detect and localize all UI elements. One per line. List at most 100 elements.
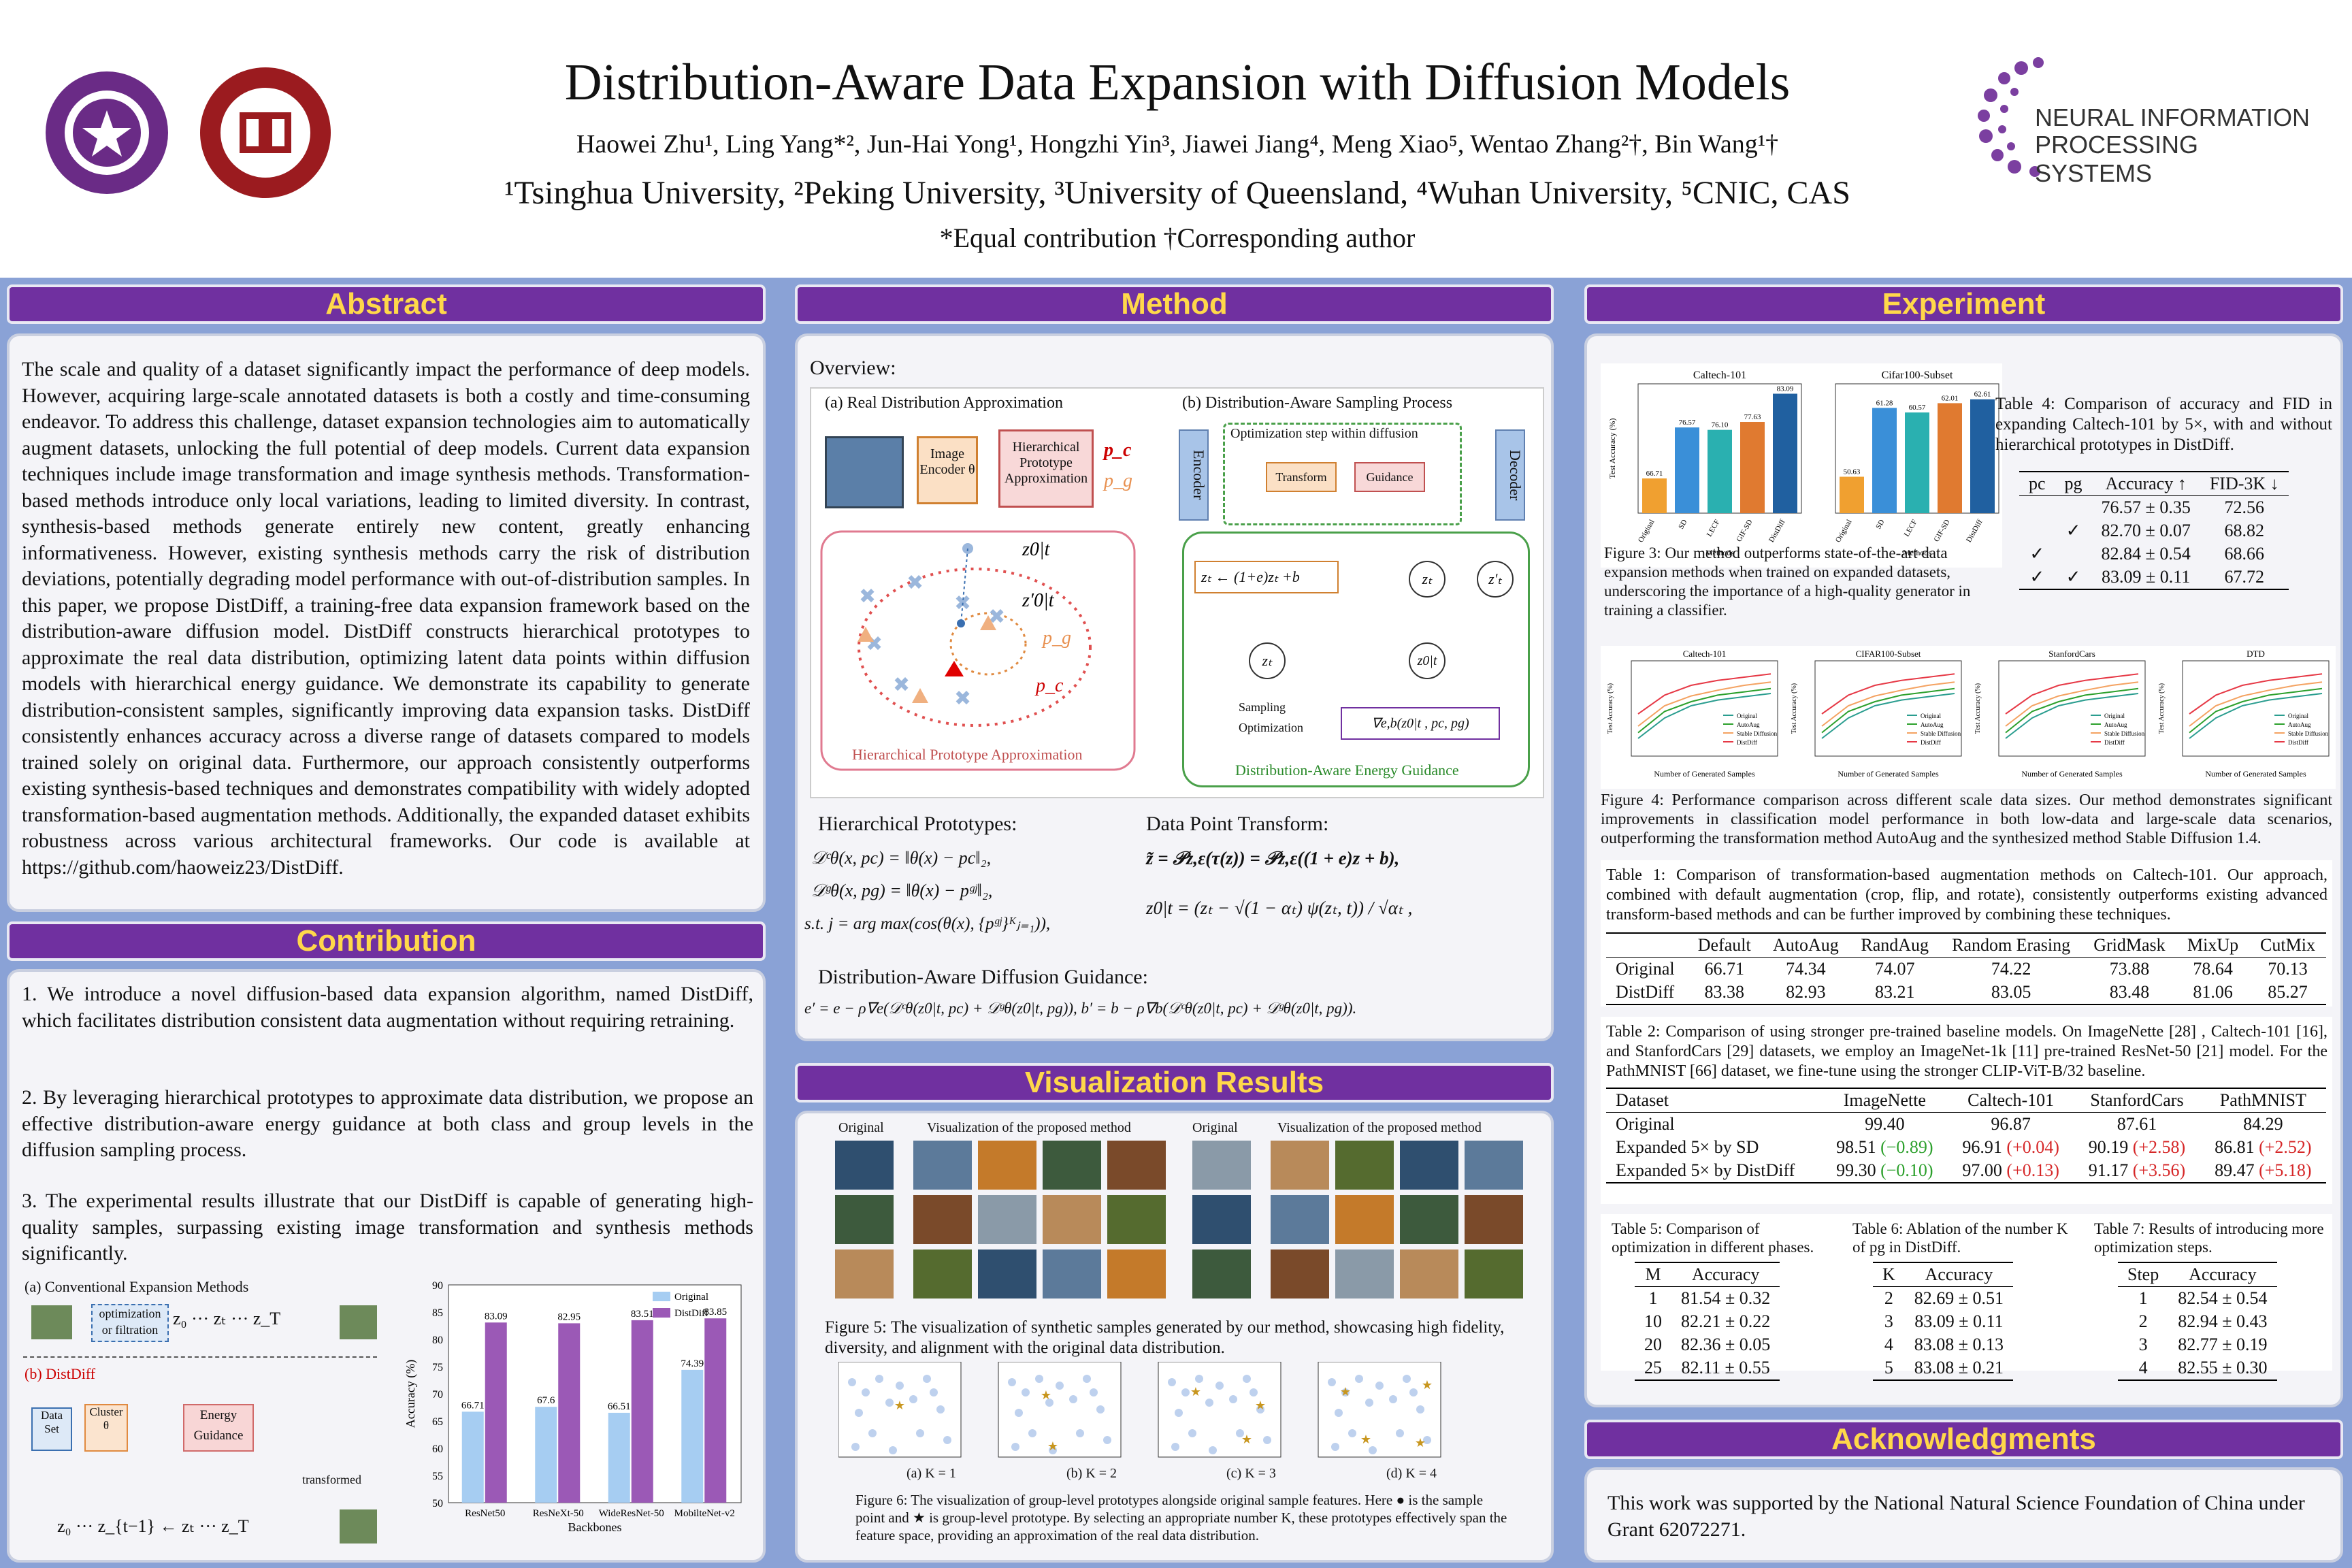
prototype-star: ★ [1241, 1433, 1252, 1446]
contribution-item-2: 2. By leveraging hierarchical prototypes… [22, 1086, 753, 1161]
sample-image [1335, 1195, 1394, 1244]
cell-delta: (−0.10) [1876, 1160, 1933, 1180]
sample-image [1043, 1250, 1101, 1298]
y-tick-label: 75 [432, 1362, 443, 1373]
data-label: 61.28 [1876, 399, 1893, 407]
sample-point [1375, 1382, 1384, 1390]
contribution-item-1: 1. We introduce a novel diffusion-based … [22, 983, 753, 1032]
cell-delta: (+2.58) [2128, 1137, 2186, 1157]
table-cell [2055, 496, 2092, 520]
table-row: ✓ 82.70 ± 0.07 68.82 [2019, 519, 2289, 542]
series-line [2189, 681, 2323, 727]
legend-label: Stable Diffusion [1921, 730, 1961, 737]
series-line [1821, 681, 1955, 727]
data-label: 83.09 [485, 1311, 508, 1322]
table-cell: 96.87 [1948, 1113, 2074, 1137]
sample-point [1396, 1429, 1404, 1437]
optimization-legend: Optimization [1239, 721, 1303, 734]
sample-point [916, 1429, 924, 1437]
table2: Dataset ImageNette Caltech-101 StanfordCars… [1606, 1088, 2326, 1183]
x-axis-label: Methods [1903, 548, 1931, 557]
sample-image [913, 1250, 972, 1298]
encoder-block: Encoder [1179, 429, 1209, 521]
table-cell: 20 [1644, 1335, 1662, 1354]
table-cell: 3 [1884, 1311, 1893, 1331]
table-cell: 78.64 [2193, 959, 2233, 979]
row-label: Original [1616, 1114, 1675, 1134]
sample-point [936, 1405, 945, 1414]
sample-point [943, 1436, 951, 1444]
cell-value: 89.47 [2215, 1160, 2255, 1180]
table-cell: 83.21 [1874, 982, 1915, 1002]
table-cell: 72.56 [2224, 497, 2265, 517]
sample-point [1341, 1388, 1350, 1396]
fig-b-chain: z₀ ··· z_{t−1} ← zₜ ··· z_T [57, 1516, 249, 1536]
legend-label: DistDiff [674, 1308, 708, 1319]
chart-title: Caltech-101 [1693, 370, 1746, 381]
legend-label: Stable Diffusion [2104, 730, 2145, 737]
column-header: ImageNette [1821, 1088, 1948, 1113]
table-cell: 82.70 ± 0.07 [2101, 521, 2191, 540]
sample-point [1181, 1388, 1190, 1396]
neurips-logo-line2: PROCESSING SYSTEMS [2035, 131, 2199, 187]
sample-point [909, 1395, 917, 1403]
sample-image [835, 1250, 894, 1298]
series-line [1637, 693, 1771, 739]
cell-value: 90.19 [2088, 1137, 2129, 1157]
prototype-star: ★ [1190, 1385, 1201, 1399]
opt-step-label: Optimization step within diffusion [1230, 426, 1418, 441]
acknowledgments-text: This work was supported by the National … [1607, 1492, 2305, 1541]
sample-image [1335, 1250, 1394, 1298]
sample-point [1423, 1436, 1431, 1444]
x-axis-label: Methods [1705, 548, 1734, 557]
table-cell: 98.51 (−0.89) [1822, 1136, 1948, 1159]
table-cell: 82.54 ± 0.54 [2178, 1288, 2268, 1308]
conventional-chain: z₀ ··· zₜ ··· z_T [173, 1309, 281, 1328]
table-cell: 87.61 [2074, 1113, 2200, 1137]
y-axis-label: Accuracy (%) [404, 1360, 418, 1428]
method-overview-figure: (a) Real Distribution Approximation (b) … [810, 387, 1544, 798]
table-cell: 83.09 ± 0.11 [2102, 567, 2191, 587]
sample-point [1328, 1378, 1336, 1386]
table-cell [2019, 519, 2055, 542]
backbone-accuracy-chart: 50 55 60 65 70 75 80 85 90 66.71 83.09 ResNet50 67.6… [401, 1271, 755, 1557]
table-row: Original 66.71 74.34 74.07 74.22 73.88 78.64 70… [1606, 958, 2326, 981]
contribution-panel: 1. We introduce a novel diffusion-based … [7, 969, 766, 1563]
hier-proto-title: Hierarchical Prototypes: [818, 813, 1017, 835]
sample-image [1107, 1141, 1166, 1190]
table-row: ✓ ✓ 83.09 ± 0.11 67.72 [2019, 566, 2289, 589]
svg-text:p_c: p_c [1034, 675, 1064, 696]
table-cell: 86.81 (+2.52) [2200, 1136, 2326, 1159]
column-header: K [1873, 1262, 1905, 1287]
neurips-logo-line1: NEURAL INFORMATION [2035, 103, 2310, 131]
table-cell: 5 [1884, 1358, 1893, 1377]
fig4-data-scale-chart: Caltech-101 Original AutoAug Stable Diffusi… [1601, 646, 2336, 789]
sample-point [1205, 1399, 1213, 1407]
sample-point [1045, 1399, 1054, 1407]
legend-label: AutoAug [2104, 721, 2127, 728]
bar [1708, 429, 1732, 513]
table4: pc pg Accuracy ↑ FID-3K ↓ 76.57 ± 0.35 72.56 ✓… [2019, 471, 2289, 590]
page-title: Distribution-Aware Data Expansion with D… [564, 54, 1791, 111]
bar-original [461, 1411, 484, 1503]
fig-b-label: (b) DistDiff [24, 1365, 96, 1382]
table-row: 3 82.77 ± 0.19 [2118, 1333, 2277, 1356]
table1-caption: Table 1: Comparison of transformation-ba… [1606, 866, 2328, 924]
sample-point [1171, 1443, 1179, 1451]
table-row: 2 82.69 ± 0.51 [1873, 1287, 2013, 1311]
table-cell: 67.72 [2224, 567, 2265, 587]
data-label: 66.71 [1646, 470, 1663, 478]
table-header-row: Default AutoAug RandAug Random Erasing GridM… [1606, 933, 2326, 958]
table-cell: 91.17 (+3.56) [2074, 1159, 2200, 1183]
table-cell: 74.22 [1991, 959, 2031, 979]
x-tick-label: Original [1637, 519, 1656, 544]
sample-image [913, 1141, 972, 1190]
table-cell: 83.08 ± 0.21 [1914, 1358, 2004, 1377]
legend-label: Original [2288, 713, 2308, 719]
fig5-caption: Figure 5: The visualization of synthetic… [825, 1318, 1505, 1357]
sample-point [1076, 1429, 1084, 1437]
dpt-title: Data Point Transform: [1146, 813, 1329, 835]
sample-point [1168, 1378, 1176, 1386]
legend-label: AutoAug [1737, 721, 1760, 728]
conventional-image [31, 1305, 72, 1339]
